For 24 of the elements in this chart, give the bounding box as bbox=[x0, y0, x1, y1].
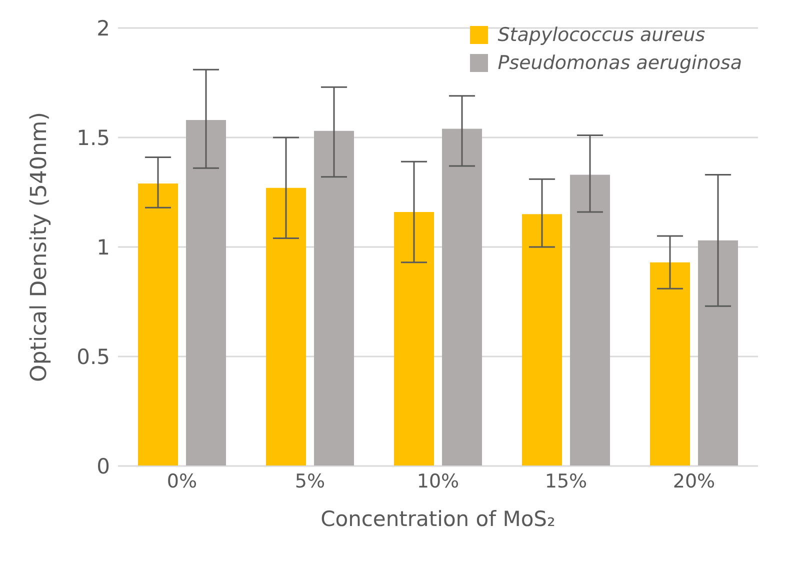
y-tick-label: 1 bbox=[96, 235, 110, 260]
y-tick-label: 2 bbox=[96, 16, 110, 40]
legend-label: Stapylococcus aureus bbox=[498, 24, 706, 46]
x-tick-label: 15% bbox=[544, 470, 588, 492]
x-tick-label: 0% bbox=[166, 470, 198, 492]
y-tick-label: 1.5 bbox=[76, 126, 110, 150]
bar bbox=[394, 212, 434, 466]
bar bbox=[522, 214, 562, 466]
legend-label: Pseudomonas aeruginosa bbox=[498, 52, 742, 74]
bar bbox=[650, 262, 690, 466]
bar bbox=[570, 174, 610, 466]
bar bbox=[138, 183, 178, 466]
x-axis-title: Concentration of MoS₂ bbox=[320, 507, 556, 531]
bar bbox=[186, 120, 226, 466]
bar bbox=[314, 130, 354, 466]
x-tick-label: 20% bbox=[672, 470, 716, 492]
x-tick-label: 10% bbox=[416, 470, 460, 492]
y-tick-label: 0.5 bbox=[76, 344, 110, 369]
bar bbox=[698, 240, 738, 466]
y-axis-title: Optical Density (540nm) bbox=[26, 112, 52, 382]
bar bbox=[266, 188, 306, 466]
x-tick-label: 5% bbox=[294, 470, 326, 492]
bar bbox=[442, 128, 482, 466]
y-tick-label: 0 bbox=[96, 454, 110, 478]
